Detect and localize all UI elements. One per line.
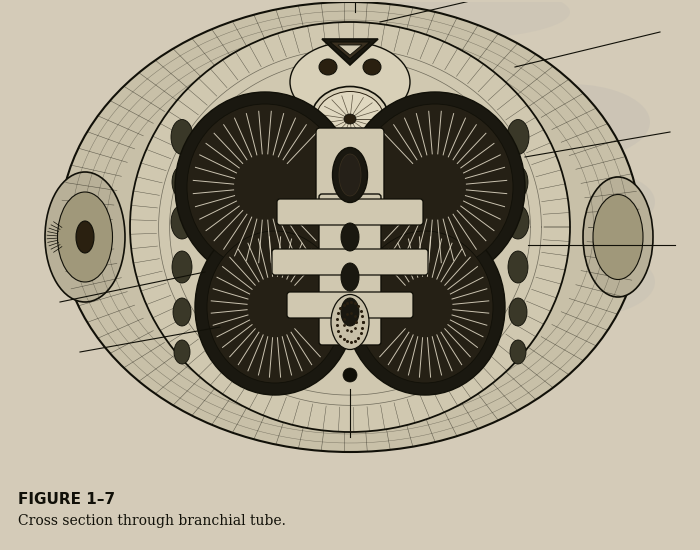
Ellipse shape [341,298,359,326]
Ellipse shape [593,195,643,279]
Ellipse shape [315,140,325,150]
Ellipse shape [311,86,389,151]
Ellipse shape [345,219,505,395]
Ellipse shape [508,251,528,283]
Ellipse shape [175,92,355,282]
Ellipse shape [363,59,381,75]
Ellipse shape [509,298,527,326]
Ellipse shape [583,177,653,297]
Ellipse shape [171,205,193,239]
Ellipse shape [172,166,192,198]
Ellipse shape [60,2,640,452]
Polygon shape [330,42,370,59]
Ellipse shape [130,22,570,432]
Ellipse shape [331,294,369,349]
Ellipse shape [490,84,650,160]
Ellipse shape [341,263,359,291]
Ellipse shape [173,298,191,326]
Ellipse shape [171,119,193,155]
Ellipse shape [343,368,357,382]
Ellipse shape [375,140,385,150]
Polygon shape [322,39,378,65]
Ellipse shape [507,205,529,239]
Ellipse shape [45,172,125,302]
Ellipse shape [510,340,526,364]
Ellipse shape [195,219,355,395]
Ellipse shape [341,223,359,251]
Ellipse shape [316,91,384,146]
Ellipse shape [357,104,513,270]
Ellipse shape [319,59,337,75]
Ellipse shape [345,92,525,282]
Ellipse shape [357,231,493,383]
Ellipse shape [339,154,361,196]
Ellipse shape [508,166,528,198]
FancyBboxPatch shape [316,128,384,211]
FancyBboxPatch shape [277,199,423,225]
FancyBboxPatch shape [319,194,381,345]
Ellipse shape [187,104,343,270]
Text: Cross section through branchial tube.: Cross section through branchial tube. [18,514,286,528]
FancyBboxPatch shape [272,249,428,275]
Ellipse shape [310,0,570,40]
Text: FIGURE 1–7: FIGURE 1–7 [18,492,115,508]
Ellipse shape [172,251,192,283]
Polygon shape [338,45,362,55]
Ellipse shape [344,114,356,124]
Ellipse shape [525,170,655,234]
FancyBboxPatch shape [287,292,413,318]
Ellipse shape [174,340,190,364]
Ellipse shape [57,192,113,282]
Ellipse shape [290,42,410,122]
Ellipse shape [507,119,529,155]
Ellipse shape [76,221,94,253]
Ellipse shape [207,231,343,383]
Ellipse shape [505,247,655,317]
Ellipse shape [332,147,368,202]
